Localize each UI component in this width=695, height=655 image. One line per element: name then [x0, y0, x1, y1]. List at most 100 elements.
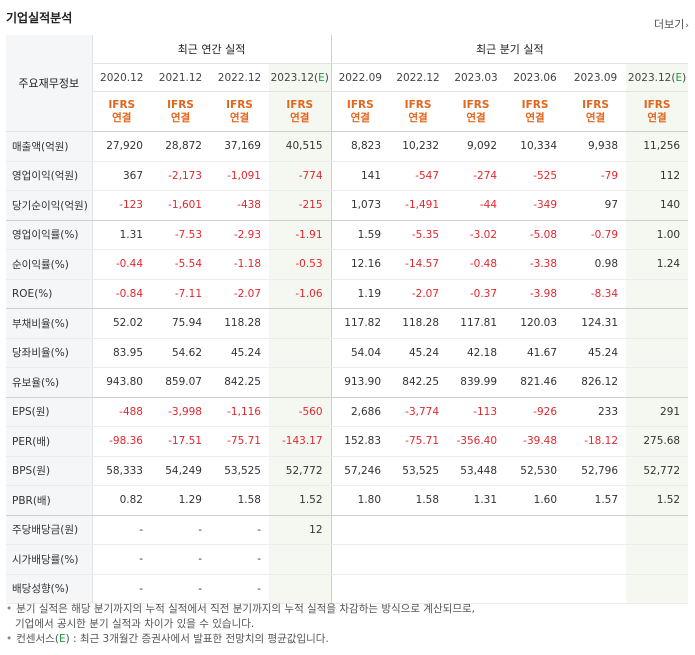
table-row: 영업이익(억원) 367 -2,173 -1,091 -774 141 -547 -274 -5…	[6, 161, 689, 191]
table-cell: -	[210, 515, 269, 545]
table-row: PBR(배) 0.82 1.29 1.58 1.52 1.80 1.58 1.31 1.60 1.…	[6, 485, 689, 516]
table-cell	[505, 544, 566, 575]
table-cell: -3.02	[447, 220, 506, 250]
table-cell: 41.67	[505, 338, 566, 368]
table-cell: -2.93	[210, 220, 269, 250]
row-label: BPS(원)	[6, 456, 93, 486]
table-row: 주당배당금(원) - - -12	[6, 515, 689, 545]
table-cell: 10,232	[389, 131, 448, 162]
table-cell: 40,515	[269, 131, 332, 162]
table-cell: 1.31	[92, 220, 151, 250]
table-cell: -1.91	[269, 220, 332, 250]
table-cell	[331, 544, 390, 575]
table-cell: 9,092	[447, 131, 506, 162]
table-cell: -3.38	[505, 249, 566, 280]
row-label: 주당배당금(원)	[6, 515, 93, 545]
table-cell: 1.60	[505, 485, 566, 516]
table-cell: -	[210, 574, 269, 604]
table-cell: -3,774	[389, 397, 448, 427]
more-link[interactable]: 더보기›	[654, 16, 689, 32]
table-cell: 140	[626, 190, 689, 221]
table-row: 영업이익률(%) 1.31 -7.53 -2.93 -1.91 1.59 -5.35 -3.0…	[6, 220, 689, 250]
footnote-1: • 분기 실적은 해당 분기까지의 누적 실적에서 직전 분기까지의 누적 실적을…	[6, 603, 475, 615]
table-cell: -75.71	[210, 426, 269, 457]
table-cell: 1.58	[210, 485, 269, 516]
table-cell: -525	[505, 161, 566, 191]
table-cell: 1.59	[331, 220, 390, 250]
table-cell: -75.71	[389, 426, 448, 457]
table-cell: 42.18	[447, 338, 506, 368]
table-cell: 27,920	[92, 131, 151, 162]
accounting-standard: IFRS 연결	[151, 91, 210, 132]
table-cell: 367	[92, 161, 151, 191]
table-cell: -113	[447, 397, 506, 427]
table-cell: 233	[565, 397, 627, 427]
table-row: 당좌비율(%) 83.95 54.62 45.24 54.04 45.24 42.18 41.…	[6, 338, 689, 368]
table-cell: 37,169	[210, 131, 269, 162]
table-cell: -3,998	[151, 397, 210, 427]
table-cell: 57,246	[331, 456, 390, 486]
footnote-3: • 컨센서스(E) : 최근 3개월간 증권사에서 발표한 전망치의 평균값입니다…	[6, 633, 329, 645]
table-cell: -1.18	[210, 249, 269, 280]
period-header: 2022.09	[331, 63, 390, 92]
table-cell: -98.36	[92, 426, 151, 457]
table-cell: 1.52	[269, 485, 332, 516]
table-cell: -17.51	[151, 426, 210, 457]
row-label: 배당성향(%)	[6, 574, 93, 604]
table-cell: 52,772	[626, 456, 689, 486]
table-cell: 45.24	[210, 338, 269, 368]
table-cell: 53,525	[389, 456, 448, 486]
table-cell	[626, 515, 689, 545]
table-cell: -79	[565, 161, 627, 191]
row-label: 시가배당률(%)	[6, 544, 93, 575]
table-cell: 117.81	[447, 308, 506, 339]
table-cell: 913.90	[331, 367, 390, 398]
row-label: 영업이익(억원)	[6, 161, 93, 191]
table-cell: -1.06	[269, 279, 332, 309]
table-cell: -5.54	[151, 249, 210, 280]
table-cell: 842.25	[389, 367, 448, 398]
period-header: 2020.12	[92, 63, 151, 92]
table-cell	[626, 367, 689, 398]
table-cell: 58,333	[92, 456, 151, 486]
table-cell: 859.07	[151, 367, 210, 398]
table-cell: -3.98	[505, 279, 566, 309]
table-cell: -143.17	[269, 426, 332, 457]
table-cell: 1.80	[331, 485, 390, 516]
table-cell: 826.12	[565, 367, 627, 398]
table-cell: -1,491	[389, 190, 448, 221]
table-cell: 53,448	[447, 456, 506, 486]
table-cell: 45.24	[565, 338, 627, 368]
accounting-standard: IFRS 연결	[389, 91, 448, 132]
row-label: 당좌비율(%)	[6, 338, 93, 368]
table-cell: 0.82	[92, 485, 151, 516]
table-row: BPS(원) 58,333 54,249 53,525 52,772 57,246 53,5…	[6, 456, 689, 486]
table-cell: 141	[331, 161, 390, 191]
accounting-standard: IFRS 연결	[565, 91, 627, 132]
table-cell	[626, 544, 689, 575]
row-label: 매출액(억원)	[6, 131, 93, 162]
table-cell	[626, 338, 689, 368]
accounting-standard: IFRS 연결	[626, 91, 689, 132]
table-cell	[331, 515, 390, 545]
table-cell: 54,249	[151, 456, 210, 486]
table-cell: 1.52	[626, 485, 689, 516]
table-cell	[331, 574, 390, 604]
table-cell: -0.37	[447, 279, 506, 309]
table-cell	[447, 544, 506, 575]
period-header: 2022.12	[210, 63, 269, 92]
table-cell: 291	[626, 397, 689, 427]
table-cell: -560	[269, 397, 332, 427]
table-cell	[389, 515, 448, 545]
table-cell: 1,073	[331, 190, 390, 221]
accounting-standard: IFRS 연결	[269, 91, 332, 132]
table-cell: 2,686	[331, 397, 390, 427]
table-cell: -1,116	[210, 397, 269, 427]
table-cell: -2.07	[210, 279, 269, 309]
quarter-group-header: 최근 분기 실적	[331, 35, 689, 64]
table-cell: -5.08	[505, 220, 566, 250]
table-cell	[626, 279, 689, 309]
table-cell: 53,525	[210, 456, 269, 486]
table-cell: 839.99	[447, 367, 506, 398]
table-cell: 1.29	[151, 485, 210, 516]
